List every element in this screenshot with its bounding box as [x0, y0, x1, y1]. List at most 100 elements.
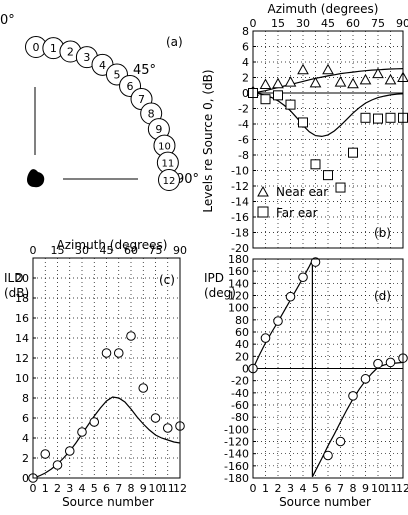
x-tick-label: 3 — [66, 482, 73, 495]
azimuth-tick-label: 75 — [371, 17, 385, 30]
panel-label-d: (d) — [374, 289, 391, 303]
y-tick-label: 12 — [15, 352, 29, 365]
y-tick-label: 60 — [235, 326, 249, 339]
azimuth-tick-label: 15 — [51, 244, 65, 257]
y-tick-label: -180 — [224, 472, 249, 485]
far-ear-point — [386, 113, 395, 122]
ild-point — [78, 428, 87, 437]
ild-point — [139, 384, 148, 393]
y-tick-label: -10 — [231, 165, 249, 178]
y-tick-label: 0 — [22, 472, 29, 485]
source-number-label: 10 — [158, 142, 171, 153]
y-tick-label: -80 — [231, 411, 249, 424]
grid-c — [33, 258, 180, 478]
x-tick-label: 3 — [287, 482, 294, 495]
x-tick-label: 12 — [173, 482, 187, 495]
ipd-point — [361, 375, 370, 384]
near-ear-point — [361, 75, 371, 84]
far-ear-point — [349, 148, 358, 157]
ipd-point — [386, 358, 395, 367]
azimuth-tick-label: 75 — [149, 244, 163, 257]
ild-point — [151, 414, 160, 423]
azimuth-tick-label: 45 — [321, 17, 335, 30]
source-number-label: 5 — [113, 68, 120, 81]
y-tick-label: 18 — [15, 292, 29, 305]
y-tick-label: 6 — [22, 412, 29, 425]
panel-label-b: (b) — [374, 226, 391, 240]
source-number-label: 8 — [148, 108, 155, 121]
x-axis-label-d: Source number — [279, 495, 371, 509]
x-tick-label: 2 — [275, 482, 282, 495]
ild-point — [114, 349, 123, 358]
panel-d: IPD (deg) 180160140120100806040200-20-40… — [204, 253, 408, 509]
ild-point — [65, 447, 74, 456]
legend-b: Near ear Far ear — [258, 185, 328, 220]
y-tick-label: 20 — [15, 272, 29, 285]
y-tick-label: -16 — [231, 211, 249, 224]
far-ear-point — [299, 118, 308, 127]
ipd-point — [324, 451, 333, 460]
x-tick-label: 9 — [140, 482, 147, 495]
near-ear-point — [386, 75, 396, 84]
panel-label-c: (c) — [159, 273, 175, 287]
azimuth-tick-label: 45 — [100, 244, 114, 257]
far-ear-point — [261, 95, 270, 104]
ild-point — [53, 461, 62, 470]
near-ear-point — [273, 79, 283, 88]
ild-point — [163, 424, 172, 433]
azimuth-tick-label: 0 — [250, 17, 257, 30]
ild-point — [90, 418, 99, 427]
azimuth-tick-label: 0 — [30, 244, 37, 257]
y-tick-label: 10 — [15, 372, 29, 385]
legend-square-marker — [258, 207, 268, 217]
far-ear-point — [374, 114, 383, 123]
source-number-label: 9 — [155, 123, 162, 136]
near-ear-point — [323, 65, 333, 74]
source-number-label: 0 — [33, 41, 40, 54]
y-tick-label: -12 — [231, 180, 249, 193]
azimuth-tick-label: 60 — [346, 17, 360, 30]
near-ear-point — [286, 77, 296, 86]
y-tick-label: 160 — [228, 265, 249, 278]
far-ear-point — [311, 160, 320, 169]
ild-point — [41, 450, 50, 459]
x-tick-label: 6 — [325, 482, 332, 495]
x-tick-label: 1 — [262, 482, 269, 495]
x-tick-label: 7 — [337, 482, 344, 495]
y-axis-label-b: Levels re Source 0, (dB) — [201, 69, 215, 212]
x-tick-label: 1 — [42, 482, 49, 495]
y-tick-label: 40 — [235, 338, 249, 351]
near-ear-point — [261, 79, 271, 88]
y-tick-label: 20 — [235, 350, 249, 363]
source-number-label: 12 — [163, 176, 176, 187]
ild-point — [127, 332, 136, 341]
azimuth-tick-label: 90 — [396, 17, 408, 30]
x-tick-label: 5 — [312, 482, 319, 495]
y-tick-label: -6 — [238, 134, 249, 147]
y-tick-label: -8 — [238, 149, 249, 162]
source-number-label: 1 — [50, 42, 57, 55]
near-ear-point — [336, 77, 346, 86]
azimuth-tick-label: 90 — [173, 244, 187, 257]
ipd-point — [349, 392, 358, 401]
y-tick-label: -140 — [224, 448, 249, 461]
y-tick-label: 0 — [242, 87, 249, 100]
y-tick-label: -40 — [231, 387, 249, 400]
x-tick-label: 4 — [79, 482, 86, 495]
y-tick-label: -14 — [231, 196, 249, 209]
ipd-point — [336, 437, 345, 446]
y-tick-label: -100 — [224, 423, 249, 436]
far-ear-point — [336, 183, 345, 192]
ipd-point — [274, 317, 283, 326]
y-tick-label: 0 — [242, 363, 249, 376]
ipd-point — [374, 359, 383, 368]
azimuth-tick-label: 15 — [271, 17, 285, 30]
x-tick-label: 0 — [250, 482, 257, 495]
ipd-point — [299, 273, 308, 282]
far-ear-points — [249, 89, 408, 193]
